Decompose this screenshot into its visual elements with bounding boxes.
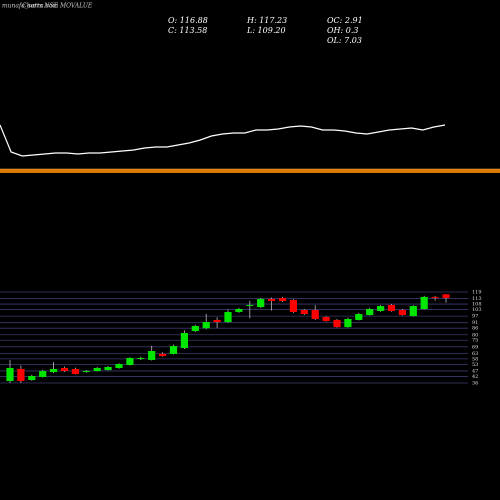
candle-body bbox=[17, 368, 25, 382]
candle-body bbox=[213, 319, 221, 323]
stat: OL: 7.03 bbox=[327, 36, 362, 45]
candle-body bbox=[82, 371, 90, 373]
candle-body bbox=[355, 314, 363, 320]
candle-body bbox=[377, 306, 385, 311]
candle-body bbox=[322, 316, 330, 322]
candle-body bbox=[71, 368, 79, 375]
separator-band bbox=[0, 169, 500, 173]
candle-body bbox=[137, 358, 145, 360]
y-tick-label: 80 bbox=[472, 332, 478, 338]
candle-body bbox=[278, 298, 287, 301]
chart-title: Charts NSE MOVALUE bbox=[22, 3, 93, 10]
candle-body bbox=[268, 299, 276, 301]
y-tick-label: 97 bbox=[472, 314, 478, 320]
y-tick-label: 103 bbox=[472, 307, 482, 313]
candle-body bbox=[246, 304, 254, 306]
site-name: munafa_sutra.com bbox=[2, 3, 58, 10]
price-line bbox=[0, 124, 446, 157]
candle-body bbox=[300, 309, 308, 315]
candle-body bbox=[50, 368, 58, 373]
candle-body bbox=[387, 304, 396, 311]
candle-body bbox=[311, 309, 319, 319]
candle-body bbox=[39, 371, 47, 377]
candle-body bbox=[202, 322, 210, 329]
stat: OH: 0.3 bbox=[327, 26, 359, 35]
candle-body bbox=[344, 318, 352, 328]
candle-body bbox=[115, 364, 123, 368]
y-tick-label: 42 bbox=[472, 374, 478, 380]
y-tick-label: 36 bbox=[472, 381, 478, 387]
candle-body bbox=[431, 296, 439, 298]
y-tick-label: 53 bbox=[472, 362, 478, 368]
candle-body bbox=[104, 366, 112, 371]
candle-body bbox=[126, 358, 134, 366]
stat: H: 117.23 bbox=[246, 16, 287, 25]
stat: C: 113.58 bbox=[168, 26, 207, 35]
stat: OC: 2.91 bbox=[327, 16, 363, 25]
candle-body bbox=[28, 375, 36, 381]
y-tick-label: 69 bbox=[472, 344, 478, 350]
y-tick-label: 108 bbox=[472, 302, 482, 308]
y-tick-label: 86 bbox=[472, 326, 478, 332]
stat: L: 109.20 bbox=[246, 26, 286, 35]
candle-body bbox=[169, 346, 178, 354]
candle-body bbox=[159, 353, 167, 357]
candle-body bbox=[289, 300, 297, 312]
candle-body bbox=[6, 367, 14, 382]
candle-body bbox=[93, 367, 101, 372]
y-tick-label: 63 bbox=[472, 351, 478, 357]
y-tick-label: 91 bbox=[472, 320, 478, 326]
candle-body bbox=[224, 311, 232, 323]
candle-body bbox=[409, 306, 417, 317]
candle-body bbox=[366, 308, 374, 316]
candle-body bbox=[60, 367, 69, 372]
y-tick-label: 113 bbox=[472, 296, 482, 302]
candle-body bbox=[148, 350, 156, 360]
candle-body bbox=[180, 333, 188, 349]
candle-body bbox=[398, 309, 406, 316]
candle-body bbox=[191, 325, 199, 332]
y-tick-label: 47 bbox=[472, 368, 478, 374]
candle-body bbox=[235, 308, 243, 312]
y-tick-label: 58 bbox=[472, 356, 478, 362]
candle-body bbox=[420, 296, 428, 309]
candle-body bbox=[333, 319, 341, 328]
stat: O: 116.88 bbox=[168, 16, 208, 25]
candle-body bbox=[442, 294, 450, 298]
y-tick-label: 75 bbox=[472, 338, 478, 344]
candle-body bbox=[257, 299, 265, 308]
y-tick-label: 119 bbox=[472, 290, 482, 296]
